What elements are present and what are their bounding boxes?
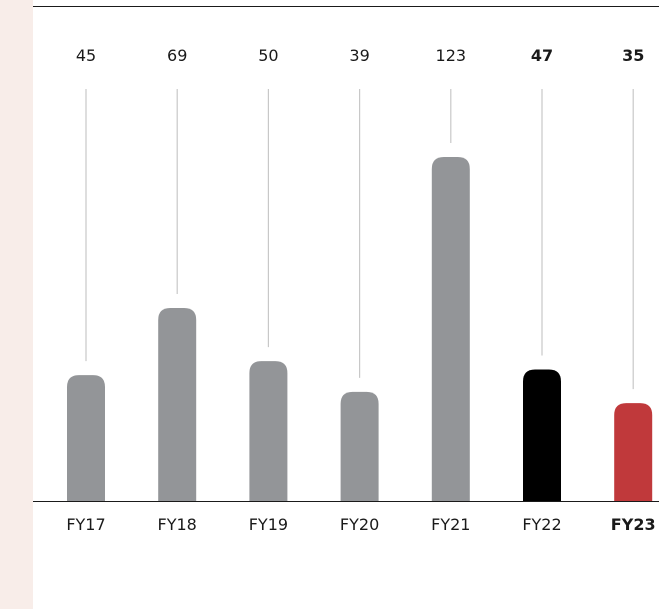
- value-label-fy20: 39: [349, 46, 369, 65]
- bar-fy21: [431, 157, 470, 501]
- bars: [67, 157, 653, 501]
- value-label-fy18: 69: [167, 46, 187, 65]
- value-label-fy19: 50: [258, 46, 278, 65]
- leader-lines: [85, 89, 634, 390]
- category-label-fy21: FY21: [431, 515, 470, 534]
- category-label-fy23: FY23: [611, 515, 656, 534]
- category-label-fy19: FY19: [249, 515, 288, 534]
- bar-fy19: [249, 361, 288, 501]
- bar-fy18: [158, 308, 197, 501]
- side-panel: [0, 0, 33, 609]
- category-label-fy22: FY22: [522, 515, 561, 534]
- bar-fy22: [523, 369, 561, 501]
- bar-chart: 45 69 50 39 123 47 35 FY17 FY18 FY19 FY20 FY21 FY22…: [33, 6, 659, 534]
- value-label-fy17: 45: [76, 46, 96, 65]
- category-label-fy20: FY20: [340, 515, 379, 534]
- category-label-fy17: FY17: [66, 515, 105, 534]
- bar-fy23: [614, 403, 653, 501]
- value-label-fy23: 35: [622, 46, 644, 65]
- value-label-fy21: 123: [436, 46, 467, 65]
- bar-fy20: [340, 391, 379, 501]
- bar-fy17: [67, 375, 105, 501]
- category-label-fy18: FY18: [158, 515, 197, 534]
- category-labels: FY17 FY18 FY19 FY20 FY21 FY22 FY23: [66, 515, 655, 534]
- chart-area: 45 69 50 39 123 47 35 FY17 FY18 FY19 FY20 FY21 FY22…: [33, 0, 659, 609]
- value-label-fy22: 47: [531, 46, 553, 65]
- value-labels: 45 69 50 39 123 47 35: [76, 46, 645, 65]
